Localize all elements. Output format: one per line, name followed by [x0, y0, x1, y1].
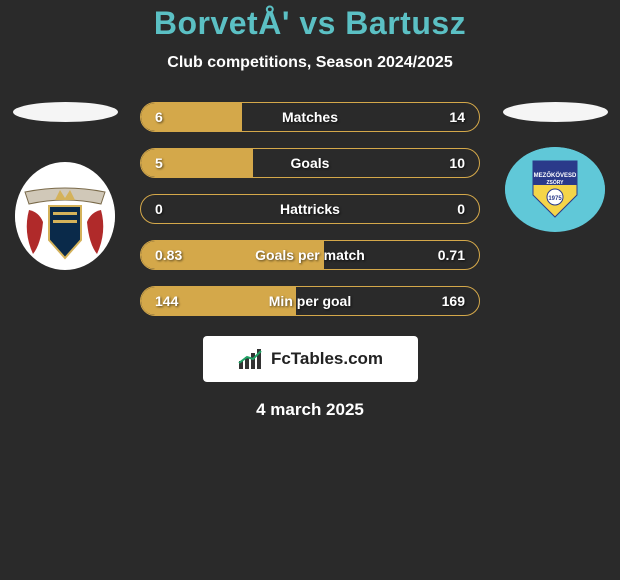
right-ellipse — [503, 102, 608, 122]
stat-left-value: 144 — [155, 293, 178, 309]
stat-bar: 6 Matches 14 — [140, 102, 480, 132]
stat-left-value: 6 — [155, 109, 163, 125]
brand-chart-icon — [237, 347, 265, 371]
stat-bar: 5 Goals 10 — [140, 148, 480, 178]
stat-label: Matches — [282, 109, 338, 125]
right-column: MEZŐKÖVESD ZSÓRY 1975 — [500, 102, 610, 232]
stat-left-value: 0 — [155, 201, 163, 217]
svg-text:MEZŐKÖVESD: MEZŐKÖVESD — [534, 172, 577, 179]
stat-right-value: 10 — [449, 155, 465, 171]
stat-bar: 144 Min per goal 169 — [140, 286, 480, 316]
stat-bar: 0 Hattricks 0 — [140, 194, 480, 224]
crest-left-icon — [15, 162, 115, 270]
svg-text:ZSÓRY: ZSÓRY — [546, 178, 564, 186]
stat-label: Goals per match — [255, 247, 365, 263]
left-column — [10, 102, 120, 270]
right-team-crest: MEZŐKÖVESD ZSÓRY 1975 — [505, 147, 605, 232]
stat-right-value: 0 — [457, 201, 465, 217]
date-line: 4 march 2025 — [0, 400, 620, 420]
main-row: 6 Matches 14 5 Goals 10 0 Hattricks 0 0.83 Goals p… — [0, 102, 620, 316]
brand-box[interactable]: FcTables.com — [203, 336, 418, 382]
crest-right-icon: MEZŐKÖVESD ZSÓRY 1975 — [505, 147, 605, 232]
stat-right-value: 0.71 — [438, 247, 465, 263]
svg-text:1975: 1975 — [548, 196, 562, 202]
stat-label: Goals — [291, 155, 330, 171]
stat-bar: 0.83 Goals per match 0.71 — [140, 240, 480, 270]
page-title: BorvetÅ' vs Bartusz — [0, 5, 620, 42]
stat-right-value: 169 — [442, 293, 465, 309]
stat-left-value: 0.83 — [155, 247, 182, 263]
left-team-crest — [15, 162, 115, 270]
stat-label: Min per goal — [269, 293, 351, 309]
stat-left-value: 5 — [155, 155, 163, 171]
brand-text: FcTables.com — [271, 349, 383, 369]
subtitle: Club competitions, Season 2024/2025 — [0, 54, 620, 72]
stat-label: Hattricks — [280, 201, 340, 217]
left-ellipse — [13, 102, 118, 122]
stats-column: 6 Matches 14 5 Goals 10 0 Hattricks 0 0.83 Goals p… — [140, 102, 480, 316]
comparison-card: BorvetÅ' vs Bartusz Club competitions, S… — [0, 0, 620, 420]
stat-right-value: 14 — [449, 109, 465, 125]
